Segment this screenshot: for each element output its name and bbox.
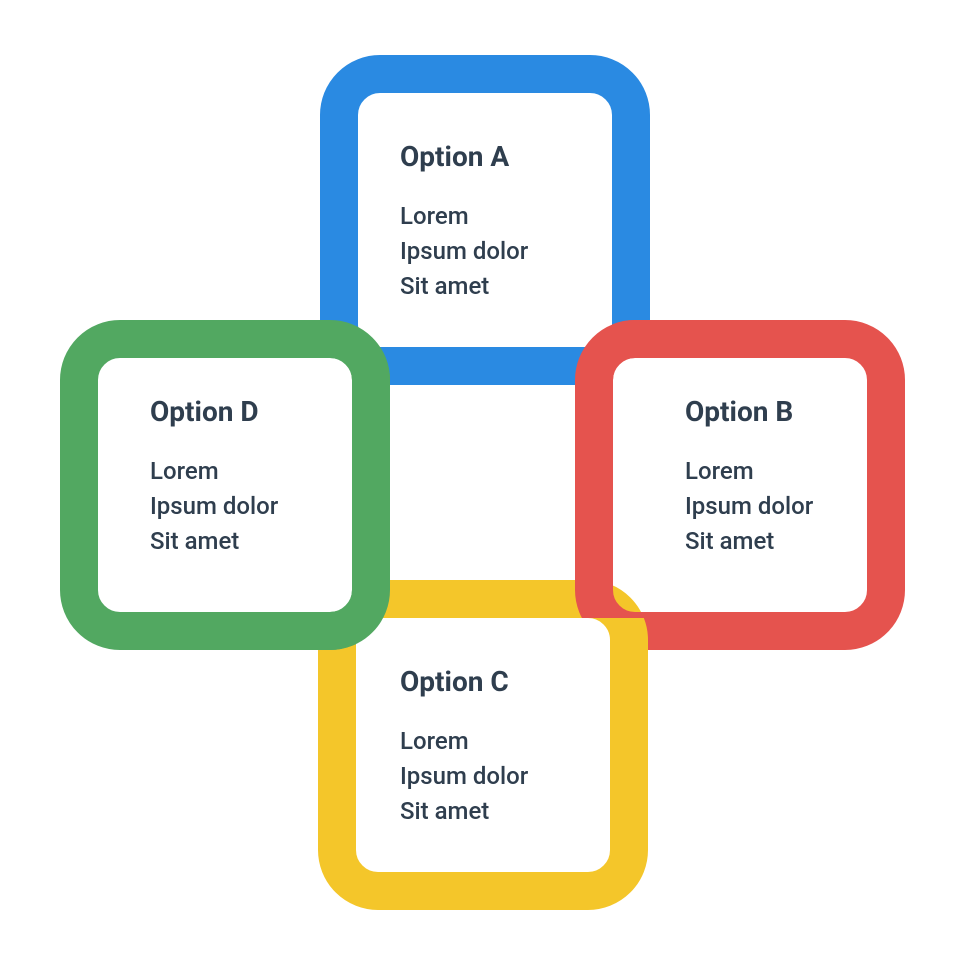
option-c-text: Option C Lorem Ipsum dolor Sit amet (400, 665, 528, 828)
option-b-text: Option B Lorem Ipsum dolor Sit amet (685, 395, 813, 558)
option-c-title: Option C (400, 665, 528, 698)
option-a-text: Option A Lorem Ipsum dolor Sit amet (400, 140, 528, 303)
option-b-body: Lorem Ipsum dolor Sit amet (685, 454, 813, 558)
option-a-title: Option A (400, 140, 528, 173)
interlock-patch (575, 580, 648, 618)
interlock-patch (318, 580, 356, 650)
option-b-title: Option B (685, 395, 813, 428)
option-d-title: Option D (150, 395, 278, 428)
interlock-patch (320, 347, 390, 385)
option-c-body: Lorem Ipsum dolor Sit amet (400, 724, 528, 828)
interlock-patch (612, 320, 650, 385)
interlocking-options-diagram: Option A Lorem Ipsum dolor Sit amet Opti… (0, 0, 980, 980)
option-d-text: Option D Lorem Ipsum dolor Sit amet (150, 395, 278, 558)
option-d-body: Lorem Ipsum dolor Sit amet (150, 454, 278, 558)
option-a-body: Lorem Ipsum dolor Sit amet (400, 199, 528, 303)
